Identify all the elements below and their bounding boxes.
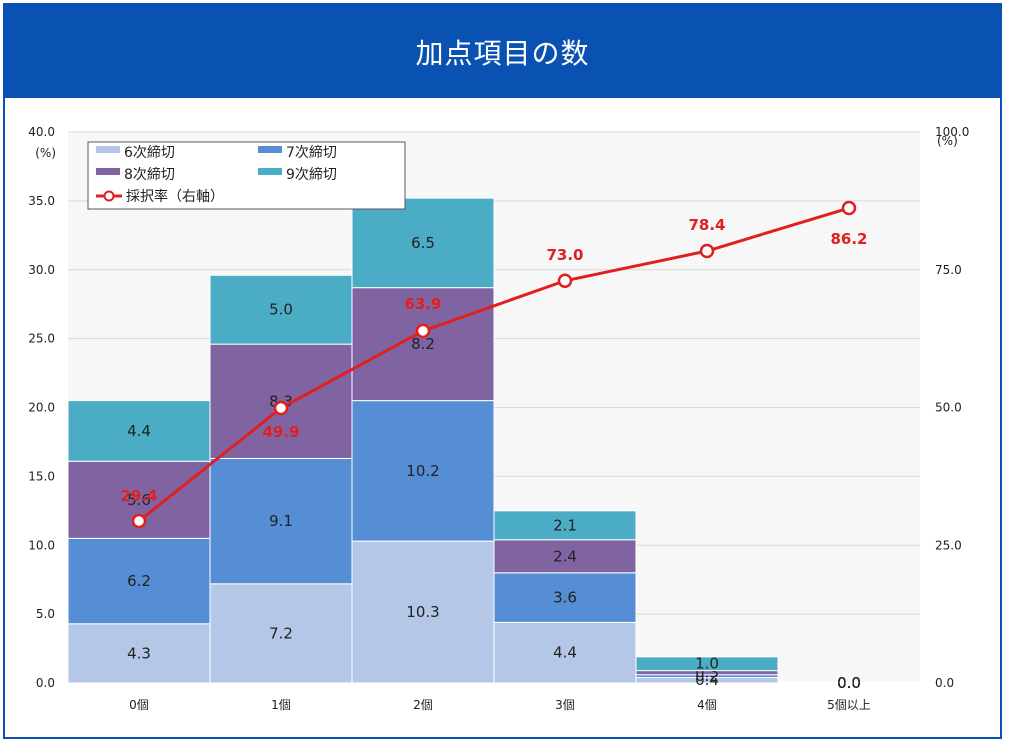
title-banner: 加点項目の数 bbox=[5, 5, 1000, 98]
bar-segment bbox=[493, 510, 637, 541]
rate-value-label: 86.2 bbox=[830, 230, 867, 248]
bar-segment bbox=[209, 274, 353, 345]
rate-value-label: 49.9 bbox=[262, 423, 299, 441]
bar-value-label: 8.2 bbox=[411, 335, 435, 353]
legend-label: 8次締切 bbox=[124, 166, 175, 183]
bar-value-label: 4.3 bbox=[127, 644, 151, 662]
bar-value-label: 4.4 bbox=[553, 644, 577, 662]
x-tick-label: 4個 bbox=[697, 698, 717, 712]
y-left-tick-label: 10.0 bbox=[28, 538, 55, 552]
bar-value-label: 2.4 bbox=[553, 547, 577, 565]
legend-label: 採択率（右軸） bbox=[126, 188, 224, 205]
bar-value-label: 1.0 bbox=[695, 655, 719, 673]
rate-value-label: 73.0 bbox=[546, 246, 583, 264]
rate-value-label: 29.4 bbox=[120, 487, 157, 505]
legend-swatch bbox=[258, 146, 282, 153]
legend-swatch bbox=[96, 146, 120, 153]
y-left-tick-label: 20.0 bbox=[28, 401, 55, 415]
rate-point bbox=[557, 273, 573, 289]
rate-point bbox=[131, 513, 147, 529]
x-tick-label: 0個 bbox=[129, 698, 149, 712]
rate-line bbox=[138, 206, 850, 523]
y-right-tick-label: 100.0 bbox=[935, 125, 969, 139]
y-right-tick-label: 50.0 bbox=[935, 401, 962, 415]
bar-segment bbox=[351, 197, 495, 289]
y-right-tick-label: 25.0 bbox=[935, 538, 962, 552]
legend-swatch bbox=[96, 168, 120, 175]
bar-segment bbox=[493, 621, 637, 684]
bar-value-label: 3.6 bbox=[553, 589, 577, 607]
rate-value-label: 78.4 bbox=[688, 216, 725, 234]
legend-box bbox=[87, 141, 406, 210]
rate-point bbox=[841, 200, 857, 216]
bar-value-label: 6.2 bbox=[127, 572, 151, 590]
bar-segment bbox=[635, 656, 779, 672]
x-tick-label: 3個 bbox=[555, 698, 575, 712]
bar-segment bbox=[777, 681, 921, 684]
bar-value-label: 4.4 bbox=[127, 422, 151, 440]
legend-line-marker bbox=[103, 190, 115, 202]
bar-segment bbox=[67, 400, 211, 462]
rate-point bbox=[699, 243, 715, 259]
legend-label: 7次締切 bbox=[286, 144, 337, 161]
y-left-tick-label: 30.0 bbox=[28, 263, 55, 277]
bar-value-label: 10.3 bbox=[406, 603, 439, 621]
y-left-tick-label: 5.0 bbox=[36, 607, 55, 621]
rate-point bbox=[273, 400, 289, 416]
bar-segment bbox=[67, 537, 211, 625]
bar-value-label: 5.6 bbox=[127, 491, 151, 509]
bar-segment bbox=[209, 457, 353, 585]
x-tick-label: 2個 bbox=[413, 698, 433, 712]
bar-value-label: 9.1 bbox=[269, 512, 293, 530]
x-tick-label: 5個以上 bbox=[827, 698, 871, 712]
y-left-tick-label: 25.0 bbox=[28, 332, 55, 346]
bar-value-label: 0.0 bbox=[837, 674, 861, 692]
y-right-unit: (%) bbox=[937, 134, 958, 148]
y-right-tick-label: 0.0 bbox=[935, 676, 954, 690]
bar-value-label: 2.1 bbox=[553, 516, 577, 534]
rate-point bbox=[415, 323, 431, 339]
y-left-tick-label: 40.0 bbox=[28, 125, 55, 139]
chart-title: 加点項目の数 bbox=[415, 36, 590, 70]
y-left-tick-label: 15.0 bbox=[28, 469, 55, 483]
bar-value-label: 7.2 bbox=[269, 624, 293, 642]
legend-label: 9次締切 bbox=[286, 166, 337, 183]
legend-swatch bbox=[258, 168, 282, 175]
legend-label: 6次締切 bbox=[124, 144, 175, 161]
bar-segment bbox=[351, 540, 495, 684]
x-tick-label: 1個 bbox=[271, 698, 291, 712]
bar-value-label: 5.0 bbox=[269, 301, 293, 319]
bar-segment bbox=[493, 572, 637, 623]
y-left-unit: (%) bbox=[35, 146, 56, 160]
bar-value-label: 6.5 bbox=[411, 234, 435, 252]
rate-value-label: 63.9 bbox=[404, 295, 441, 313]
y-left-tick-label: 0.0 bbox=[36, 676, 55, 690]
y-right-tick-label: 75.0 bbox=[935, 263, 962, 277]
bar-value-label: 10.2 bbox=[406, 462, 439, 480]
y-left-tick-label: 35.0 bbox=[28, 194, 55, 208]
bar-segment bbox=[67, 623, 211, 684]
